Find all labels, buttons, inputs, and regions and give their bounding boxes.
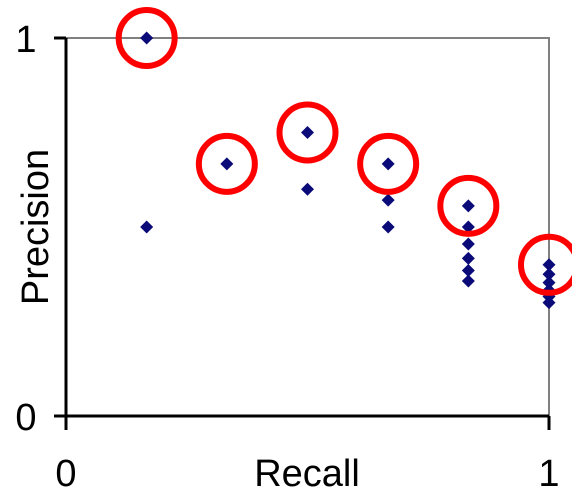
data-point bbox=[461, 199, 475, 213]
data-point bbox=[461, 237, 475, 251]
data-point bbox=[140, 31, 154, 45]
highlight-circles bbox=[115, 7, 572, 296]
data-point bbox=[301, 182, 314, 196]
highlight-circle bbox=[115, 7, 178, 69]
data-point bbox=[461, 251, 475, 265]
y-tick-label-bottom: 0 bbox=[15, 397, 36, 439]
data-point bbox=[542, 267, 556, 281]
x-tick-label-left: 0 bbox=[55, 453, 76, 492]
data-point bbox=[140, 220, 154, 234]
x-axis-label: Recall bbox=[254, 453, 360, 492]
highlight-circle bbox=[276, 101, 339, 164]
y-axis-label: Precision bbox=[15, 149, 57, 305]
data-points bbox=[140, 31, 556, 310]
highlight-circle bbox=[357, 132, 420, 195]
data-point bbox=[381, 193, 395, 207]
data-point bbox=[542, 296, 556, 310]
highlight-circle bbox=[195, 132, 258, 195]
data-point bbox=[542, 258, 556, 272]
data-point bbox=[301, 126, 314, 139]
data-point bbox=[461, 274, 475, 288]
plot-area-border bbox=[65, 37, 550, 417]
data-point bbox=[381, 157, 395, 171]
y-tick-label-top: 1 bbox=[15, 19, 36, 61]
data-point bbox=[461, 263, 475, 277]
highlight-circle bbox=[518, 233, 572, 296]
data-point bbox=[381, 220, 395, 234]
data-point bbox=[542, 276, 556, 290]
data-point bbox=[220, 157, 234, 171]
x-tick-label-right: 1 bbox=[538, 453, 559, 492]
data-point bbox=[461, 220, 475, 234]
highlight-circle bbox=[437, 174, 500, 237]
